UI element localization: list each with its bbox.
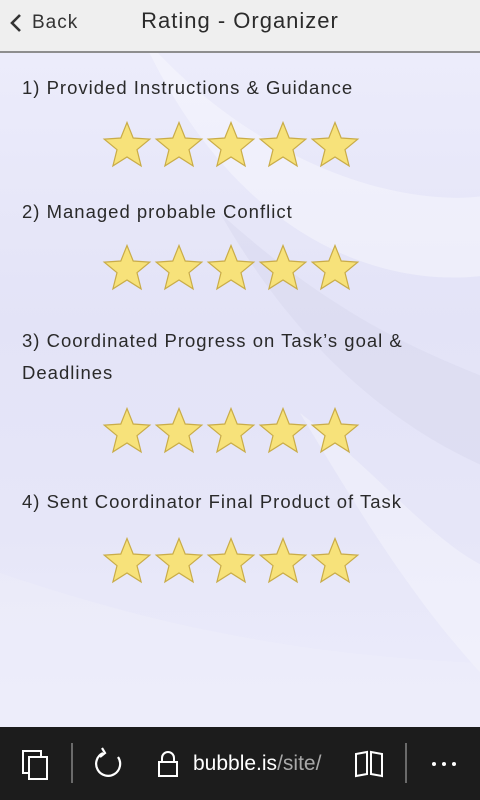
more-button[interactable] xyxy=(431,727,457,800)
rating-content: 1) Provided Instructions & Guidance 2) M… xyxy=(0,53,480,727)
star-icon[interactable] xyxy=(153,244,205,294)
star-icon[interactable] xyxy=(309,407,361,457)
star-icon[interactable] xyxy=(153,121,205,171)
url-host: bubble.is xyxy=(193,751,278,775)
reading-view-button[interactable] xyxy=(354,727,384,800)
browser-bottom-bar: bubble.is/site/ xyxy=(0,727,480,800)
more-icon xyxy=(432,761,456,766)
star-icon[interactable] xyxy=(205,407,257,457)
star-icon[interactable] xyxy=(101,244,153,294)
reading-view-icon xyxy=(355,750,383,777)
question-4-label: 4) Sent Coordinator Final Product of Tas… xyxy=(22,491,402,512)
star-icon[interactable] xyxy=(205,244,257,294)
star-icon[interactable] xyxy=(309,121,361,171)
question-2-label: 2) Managed probable Conflict xyxy=(22,201,293,222)
star-icon[interactable] xyxy=(205,121,257,171)
tabs-icon xyxy=(22,749,48,780)
star-icon[interactable] xyxy=(101,407,153,457)
star-icon[interactable] xyxy=(309,537,361,587)
rating-stars-2 xyxy=(101,244,361,294)
star-icon[interactable] xyxy=(153,537,205,587)
star-icon[interactable] xyxy=(257,537,309,587)
url-text: bubble.is/site/ xyxy=(193,752,321,776)
star-icon[interactable] xyxy=(257,244,309,294)
page-title: Rating - Organizer xyxy=(141,8,339,33)
rating-stars-4 xyxy=(101,537,361,587)
star-icon[interactable] xyxy=(257,407,309,457)
star-icon[interactable] xyxy=(309,244,361,294)
chevron-left-icon xyxy=(10,14,21,32)
rating-stars-1 xyxy=(101,121,361,171)
toolbar-divider xyxy=(71,743,73,783)
back-label: Back xyxy=(32,12,79,33)
toolbar-divider-2 xyxy=(405,743,407,783)
refresh-icon xyxy=(95,746,122,777)
tabs-button[interactable] xyxy=(20,727,52,800)
address-bar[interactable]: bubble.is/site/ xyxy=(157,727,321,800)
refresh-button[interactable] xyxy=(92,727,126,800)
star-icon[interactable] xyxy=(205,537,257,587)
back-button[interactable]: Back xyxy=(10,8,78,38)
lock-icon xyxy=(158,750,178,777)
question-3-label: 3) Coordinated Progress on Task’s goal &… xyxy=(22,330,403,383)
star-icon[interactable] xyxy=(153,407,205,457)
app-header: Back Rating - Organizer xyxy=(0,0,480,53)
star-icon[interactable] xyxy=(101,121,153,171)
question-1-label: 1) Provided Instructions & Guidance xyxy=(22,77,354,98)
star-icon[interactable] xyxy=(257,121,309,171)
url-path: /site/ xyxy=(277,751,322,775)
star-icon[interactable] xyxy=(101,537,153,587)
rating-stars-3 xyxy=(101,407,361,457)
